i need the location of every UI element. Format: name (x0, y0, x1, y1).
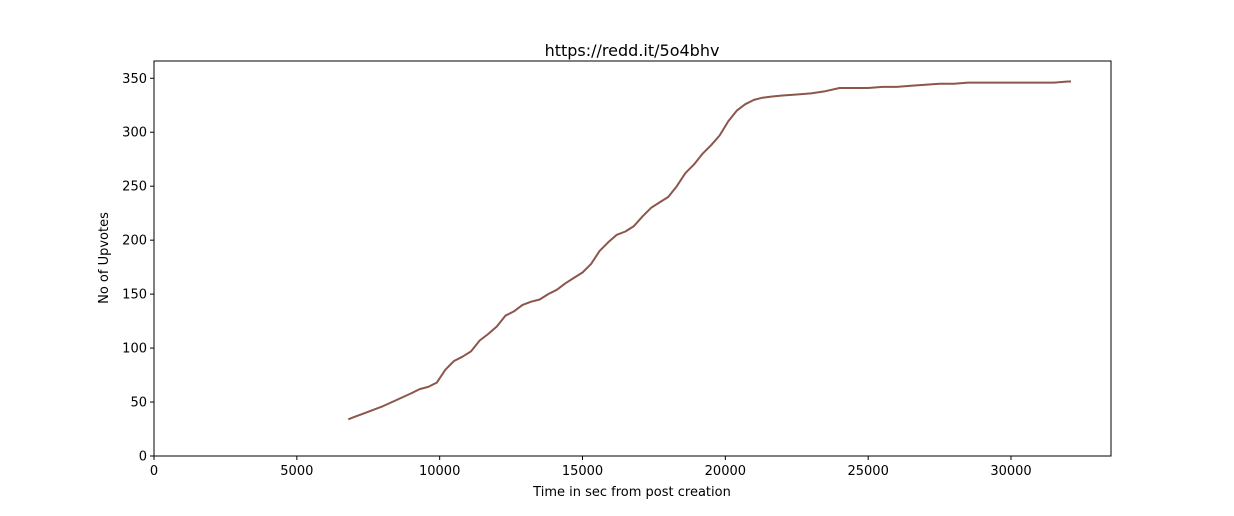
x-tick-label: 20000 (705, 464, 746, 479)
plot-area-frame (153, 60, 1112, 457)
x-tick-label: 10000 (419, 464, 460, 479)
x-axis-ticks: 0 5000 10000 15000 20000 25000 30000 (150, 456, 1032, 479)
x-tick-label: 25000 (847, 464, 888, 479)
y-tick-label: 200 (122, 234, 147, 249)
series-line-0 (347, 80, 1071, 421)
chart-title: https://redd.it/5o4bhv (545, 41, 720, 60)
x-tick-label: 15000 (562, 464, 603, 479)
y-tick-label: 0 (139, 450, 147, 465)
y-axis-label: No of Upvotes (97, 212, 112, 304)
y-tick-label: 100 (122, 342, 147, 357)
x-tick-label: 0 (150, 464, 158, 479)
plot-line (347, 80, 1071, 421)
y-tick-label: 350 (122, 72, 147, 87)
y-tick-label: 50 (130, 396, 147, 411)
x-tick-label: 5000 (280, 464, 313, 479)
y-tick-label: 300 (122, 126, 147, 141)
y-axis-ticks: 0 50 100 150 200 250 300 350 (122, 72, 154, 465)
x-axis-label: Time in sec from post creation (532, 485, 731, 500)
y-tick-label: 250 (122, 180, 147, 195)
y-tick-label: 150 (122, 288, 147, 303)
x-tick-label: 30000 (990, 464, 1031, 479)
